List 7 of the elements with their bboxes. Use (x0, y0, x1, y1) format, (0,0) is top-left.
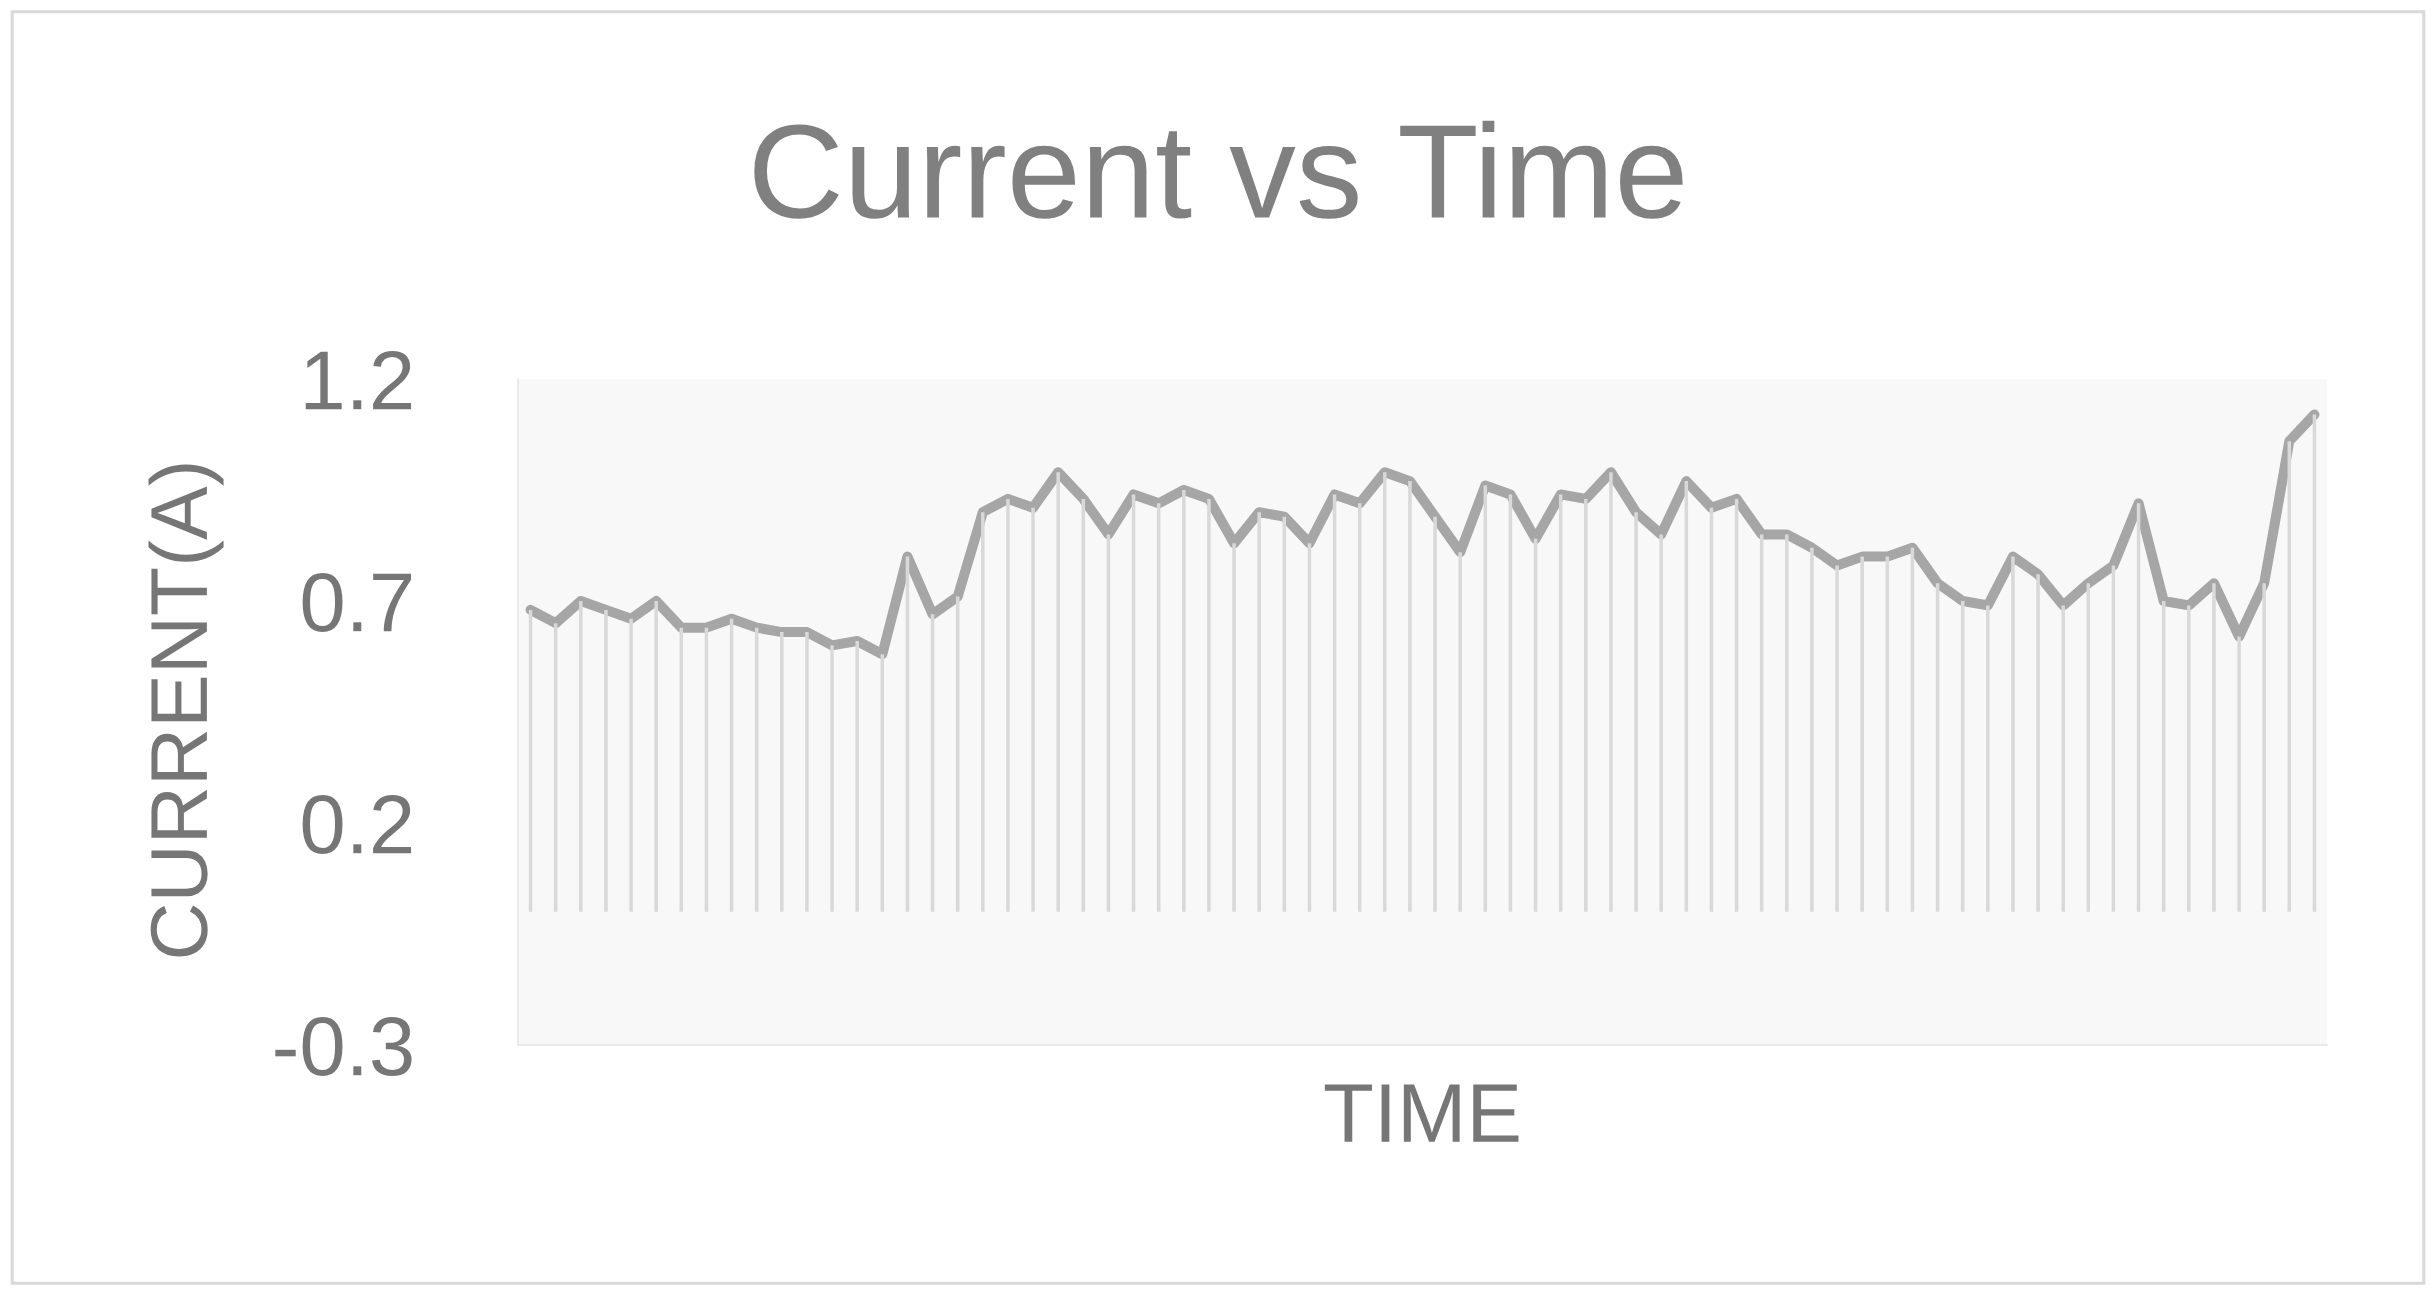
chart-title: Current vs Time (754, 120, 1683, 219)
y-tick-label: 0.2 (302, 795, 412, 855)
y-axis-title: CURRENT(A) (148, 464, 224, 957)
y-tick-label: 0.7 (302, 573, 412, 633)
y-tick-label: 1.2 (305, 351, 412, 410)
x-axis-title: TIME (1324, 1084, 1519, 1142)
y-tick-label: -0.3 (275, 1017, 412, 1077)
